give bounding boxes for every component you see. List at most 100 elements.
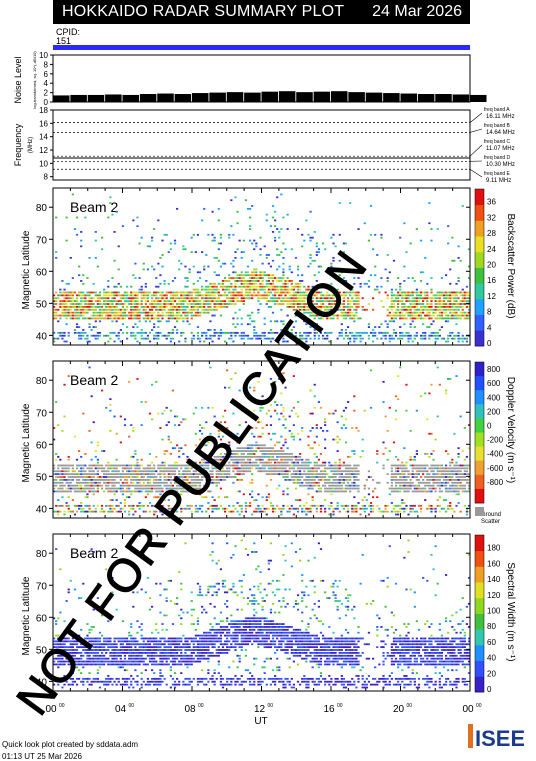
power-colorbar-tick-label: 0 (487, 339, 492, 348)
power-echo (432, 314, 435, 317)
velocity-echo (113, 487, 116, 490)
velocity-echo (407, 484, 410, 487)
power-echo (296, 274, 300, 277)
power-echo (142, 317, 145, 320)
velocity-echo (73, 473, 77, 476)
power-echo (459, 311, 462, 314)
velocity-echo (311, 473, 314, 476)
velocity-echo (123, 464, 127, 467)
velocity-echo (113, 478, 116, 481)
velocity-echo (111, 473, 114, 476)
velocity-echo (67, 504, 70, 507)
power-echo (105, 317, 108, 320)
power-echo (447, 294, 450, 297)
power-echo (255, 334, 258, 337)
power-echo (294, 297, 298, 300)
power-echo (332, 314, 335, 317)
velocity-echo (349, 490, 352, 493)
velocity-echo (409, 458, 412, 461)
velocity-echo (246, 444, 250, 447)
velocity-echo (305, 458, 308, 461)
power-echo (386, 277, 389, 279)
velocity-echo (228, 453, 231, 455)
velocity-echo (388, 406, 391, 409)
power-echo (100, 303, 104, 305)
velocity-echo (411, 510, 414, 513)
velocity-echo (355, 473, 358, 476)
power-echo (57, 337, 60, 340)
power-echo (263, 323, 266, 326)
power-echo (163, 282, 166, 285)
power-echo (65, 239, 68, 242)
power-echo (267, 291, 270, 294)
velocity-echo (134, 510, 137, 513)
velocity-echo (332, 412, 335, 415)
power-echo (244, 297, 248, 300)
velocity-echo (432, 487, 435, 490)
power-echo (251, 288, 254, 291)
frequency-frame (52, 109, 471, 181)
power-echo (132, 311, 135, 314)
power-echo (257, 294, 260, 297)
velocity-echo (271, 467, 275, 470)
power-echo (115, 210, 118, 213)
power-echo (259, 236, 262, 239)
power-echo (188, 297, 191, 300)
velocity-echo (357, 464, 360, 467)
power-echo (157, 337, 160, 340)
power-echo (228, 277, 231, 279)
velocity-echo (190, 467, 193, 470)
velocity-echo (317, 476, 320, 478)
velocity-echo (419, 487, 423, 490)
velocity-echo (321, 478, 325, 481)
power-echo (94, 239, 97, 242)
velocity-echo (332, 484, 335, 487)
power-echo (173, 277, 177, 279)
power-echo (188, 300, 191, 303)
velocity-echo (271, 504, 275, 507)
velocity-echo (317, 484, 320, 487)
velocity-echo (436, 467, 439, 470)
power-echo (188, 303, 191, 305)
velocity-echo (86, 473, 89, 476)
velocity-echo (328, 490, 331, 493)
velocity-echo (238, 478, 241, 481)
power-echo (100, 305, 104, 308)
velocity-echo (113, 464, 116, 467)
power-echo (242, 274, 245, 277)
velocity-echo (180, 447, 183, 450)
power-echo (346, 305, 350, 308)
velocity-echo (324, 467, 327, 470)
velocity-echo (219, 421, 222, 424)
power-echo (192, 282, 195, 285)
velocity-echo (255, 461, 258, 464)
power-echo (292, 300, 295, 303)
power-echo (351, 334, 354, 337)
velocity-echo (401, 507, 404, 510)
velocity-echo (182, 484, 185, 487)
velocity-echo (271, 453, 275, 455)
power-echo (305, 308, 308, 311)
power-echo (217, 248, 220, 251)
power-echo (388, 305, 391, 308)
velocity-echo (417, 478, 421, 481)
velocity-echo (115, 470, 118, 473)
power-echo (415, 311, 418, 314)
power-echo (236, 323, 239, 326)
velocity-echo (351, 450, 354, 452)
power-echo (276, 303, 279, 305)
velocity-echo (267, 458, 270, 461)
power-echo (140, 329, 143, 331)
power-echo (357, 294, 360, 297)
power-echo (115, 317, 118, 320)
velocity-echo (263, 455, 266, 458)
velocity-echo (351, 481, 354, 484)
velocity-echo (165, 470, 168, 473)
velocity-echo (384, 415, 387, 418)
power-echo (221, 300, 225, 303)
velocity-echo (65, 502, 68, 504)
power-echo (386, 326, 389, 328)
velocity-echo (75, 458, 79, 461)
velocity-echo (401, 481, 404, 484)
velocity-echo (303, 478, 306, 481)
